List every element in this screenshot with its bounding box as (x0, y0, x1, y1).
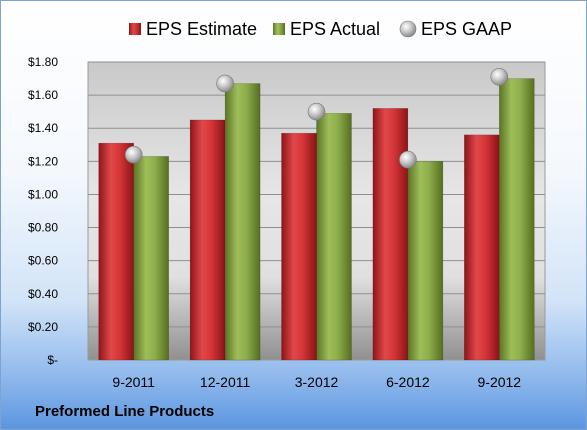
eps-estimate-bar (98, 142, 134, 361)
x-tick-label: 12-2011 (200, 374, 251, 390)
legend-swatch (129, 23, 141, 35)
legend-swatch (273, 23, 285, 35)
y-tick-label: $1.20 (28, 154, 58, 168)
eps-actual-bar (133, 156, 169, 361)
eps-estimate-bar (372, 108, 409, 361)
eps-estimate-bar (281, 132, 317, 361)
eps-actual-bar (407, 161, 444, 361)
eps-gaap-point (124, 145, 143, 164)
eps-estimate-bar (464, 134, 500, 361)
eps-estimate-bar (189, 119, 226, 361)
x-axis-ticks: 9-2011 12-2011 3-2012 6-2012 9-2012 (112, 374, 521, 390)
legend-label: EPS Actual (290, 19, 380, 39)
y-tick-label: $- (47, 353, 58, 367)
y-tick-label: $1.00 (28, 187, 58, 201)
x-tick-label: 9-2012 (478, 374, 522, 390)
legend: EPS Estimate EPS Actual EPS GAAP (129, 19, 512, 39)
y-axis-ticks: $- $0.20 $0.40 $0.60 $0.80 $1.00 $1.20 $1.40 $1.… (28, 55, 58, 367)
company-name: Preformed Line Products (35, 403, 215, 420)
y-tick-label: $1.60 (28, 88, 58, 102)
legend-label: EPS Estimate (146, 19, 257, 39)
legend-item-eps-estimate: EPS Estimate (129, 19, 257, 39)
eps-gaap-point (490, 68, 509, 86)
y-tick-label: $0.60 (28, 254, 58, 268)
eps-gaap-point (399, 150, 417, 169)
legend-item-eps-actual: EPS Actual (273, 19, 380, 39)
y-tick-label: $1.40 (28, 121, 58, 135)
gaap-points (124, 68, 509, 169)
legend-swatch (399, 20, 417, 38)
eps-gaap-point (307, 102, 326, 121)
eps-actual-bar (224, 83, 261, 361)
legend-label: EPS GAAP (421, 19, 512, 39)
x-tick-label: 6-2012 (386, 374, 430, 390)
legend-item-eps-gaap: EPS GAAP (399, 19, 512, 39)
y-tick-label: $0.40 (28, 287, 58, 301)
y-tick-label: $0.20 (28, 320, 58, 334)
eps-actual-bar (499, 78, 535, 361)
x-tick-label: 3-2012 (295, 374, 339, 390)
eps-gaap-point (216, 74, 234, 93)
y-tick-label: $1.80 (28, 55, 58, 69)
y-tick-label: $0.80 (28, 221, 58, 235)
x-tick-label: 9-2011 (112, 374, 155, 390)
eps-actual-bar (316, 113, 352, 361)
bars (98, 78, 535, 361)
